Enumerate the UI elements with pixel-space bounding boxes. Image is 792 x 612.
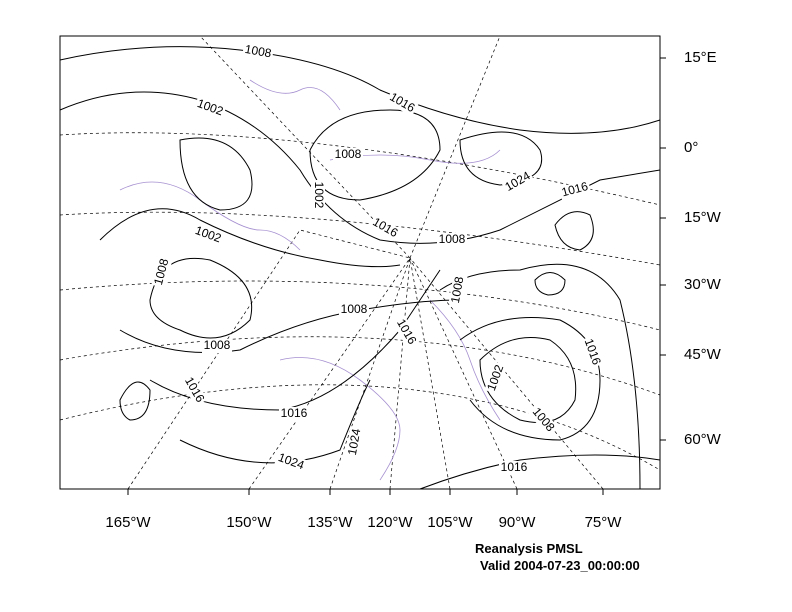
contour-label-bg [180, 373, 208, 407]
latitude-label: 15°E [684, 49, 717, 66]
longitude-label: 150°W [226, 514, 272, 531]
contour-label: 1008 [244, 42, 273, 60]
contour-label-bg [193, 96, 227, 120]
contour-label: 1008 [335, 147, 362, 161]
contour-label-bg [202, 339, 232, 353]
longitude-label: 90°W [499, 514, 537, 531]
latitude-label: 60°W [684, 431, 722, 448]
latitude-label: 30°W [684, 276, 722, 293]
contour-label-bg [242, 42, 274, 62]
contour-label-bg [333, 148, 363, 162]
contour-label-bg [558, 179, 592, 201]
contour-label: 1002 [312, 182, 326, 209]
contour-label-bg [274, 450, 308, 474]
contour-label: 1008 [204, 338, 231, 352]
coastlines [119, 79, 501, 481]
contours [59, 46, 661, 490]
contour-label-bg [392, 315, 420, 349]
longitude-label: 135°W [307, 514, 353, 531]
contour-label-bg [448, 274, 468, 306]
contour-label-bg [279, 407, 309, 421]
contour-label-bg [484, 361, 508, 395]
contour-label-bg [499, 461, 529, 475]
latitude-label: 15°W [684, 209, 722, 226]
longitude-label: 105°W [427, 514, 473, 531]
longitude-label: 165°W [105, 514, 151, 531]
contour-label-bg [311, 180, 325, 210]
longitude-label: 75°W [585, 514, 623, 531]
contour-label-bg [339, 303, 369, 317]
contour-label-bg [437, 233, 467, 247]
latitude-label: 0° [684, 139, 698, 156]
caption-valid: Valid 2004-07-23_00:00:00 [480, 558, 640, 573]
contour-label-bg [345, 426, 365, 458]
contour-label-bg [501, 168, 535, 196]
contour-label: 1008 [151, 257, 172, 287]
contour-label-bg [385, 89, 419, 117]
contour-label: 1024 [345, 427, 363, 456]
latitude-label: 45°W [684, 346, 722, 363]
contour-label: 1016 [281, 406, 308, 420]
longitude-label: 120°W [367, 514, 413, 531]
map-frame [59, 35, 661, 490]
contour-label: 1008 [439, 232, 466, 246]
contour-label-bg [191, 223, 225, 247]
contour-label: 1008 [341, 302, 368, 316]
contour-label-bg [527, 404, 559, 436]
caption-title: Reanalysis PMSL [475, 541, 583, 556]
contour-label-bg [580, 335, 604, 369]
contour-label-bg [151, 255, 173, 289]
contour-label: 1008 [448, 275, 466, 304]
contour-label: 1016 [501, 460, 528, 474]
contour-label: 1016 [560, 179, 590, 200]
graticule [59, 35, 661, 490]
contour-label-bg [368, 214, 402, 242]
